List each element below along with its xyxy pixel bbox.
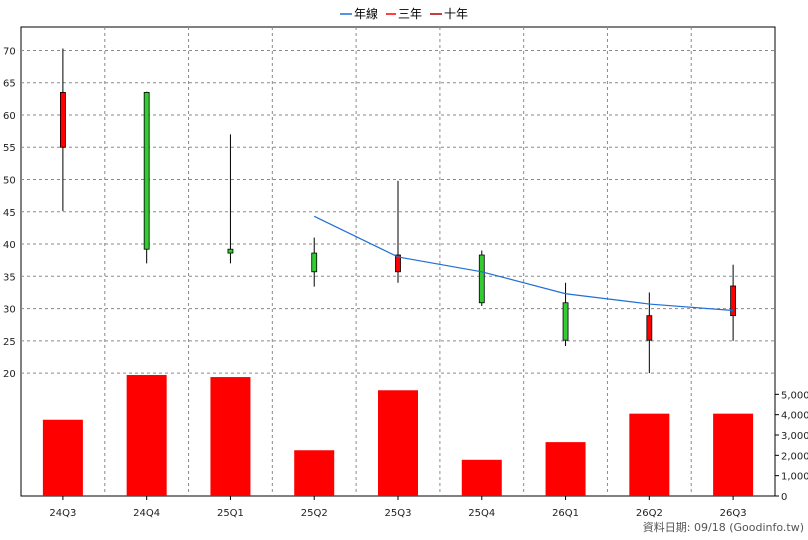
candle-body [730, 285, 737, 317]
volume-tick-label: 2,000 [781, 451, 808, 462]
candle-body [227, 248, 234, 254]
price-axis: 20 25 30 35 40 45 50 55 60 65 70 [3, 46, 16, 380]
candle-body [311, 252, 318, 273]
category-tick-label: 25Q2 [301, 508, 328, 519]
year-line-series [313, 215, 734, 312]
price-tick-label: 35 [3, 272, 16, 283]
candle-body [478, 254, 485, 304]
category-tick-label: 24Q3 [49, 508, 76, 519]
category-tick-label: 25Q1 [217, 508, 244, 519]
price-tick-label: 60 [3, 111, 16, 122]
price-tick-label: 20 [3, 369, 16, 380]
category-tick-label: 26Q3 [720, 508, 747, 519]
volume-tick-label: 3,000 [781, 431, 808, 442]
legend: 年線 三年 十年 [340, 6, 468, 21]
volume-tick-label: 4,000 [781, 411, 808, 422]
price-tick-label: 70 [3, 46, 16, 57]
price-tick-label: 30 [3, 305, 16, 316]
candle-body [646, 315, 653, 341]
volume-bar [294, 450, 335, 496]
candle-body [395, 254, 401, 273]
candle-body [562, 302, 569, 341]
legend-label-year-line: 年線 [354, 6, 378, 21]
volume-bar [378, 390, 418, 496]
category-tick-label: 25Q4 [468, 508, 495, 519]
data-date-footer: 資料日期: 09/18 (Goodinfo.tw) [643, 520, 804, 534]
series-line-year [313, 215, 734, 312]
price-tick-label: 45 [3, 208, 16, 219]
candle-body [59, 91, 66, 148]
volume-bar [461, 459, 502, 496]
category-axis: 24Q3 24Q4 25Q1 25Q2 25Q3 25Q4 26Q1 26Q2 26Q3 [49, 496, 747, 519]
category-tick-label: 25Q3 [385, 508, 412, 519]
candles [59, 48, 737, 374]
legend-label-three-year: 三年 [398, 7, 422, 21]
volume-bars [42, 375, 754, 496]
volume-bar [629, 413, 670, 496]
volume-tick-label: 5,000 [781, 390, 808, 401]
volume-bar [210, 377, 251, 496]
volume-axis: 0 1,000 2,000 3,000 4,000 5,000 [774, 378, 808, 503]
volume-bar [42, 419, 83, 496]
price-tick-label: 40 [3, 240, 16, 251]
category-tick-label: 24Q4 [133, 508, 160, 519]
legend-label-ten-year: 十年 [444, 7, 468, 21]
grid [21, 27, 775, 496]
volume-bar [126, 375, 167, 496]
volume-tick-label: 0 [781, 492, 787, 503]
price-tick-label: 25 [3, 337, 16, 348]
price-tick-label: 55 [3, 143, 16, 154]
volume-tick-label: 1,000 [781, 472, 808, 483]
price-tick-label: 50 [3, 176, 16, 187]
candle-body [143, 91, 150, 250]
category-tick-label: 26Q1 [552, 508, 579, 519]
volume-bar [713, 413, 754, 496]
category-tick-label: 26Q2 [636, 508, 663, 519]
price-tick-label: 65 [3, 79, 16, 90]
volume-bar [545, 442, 586, 496]
